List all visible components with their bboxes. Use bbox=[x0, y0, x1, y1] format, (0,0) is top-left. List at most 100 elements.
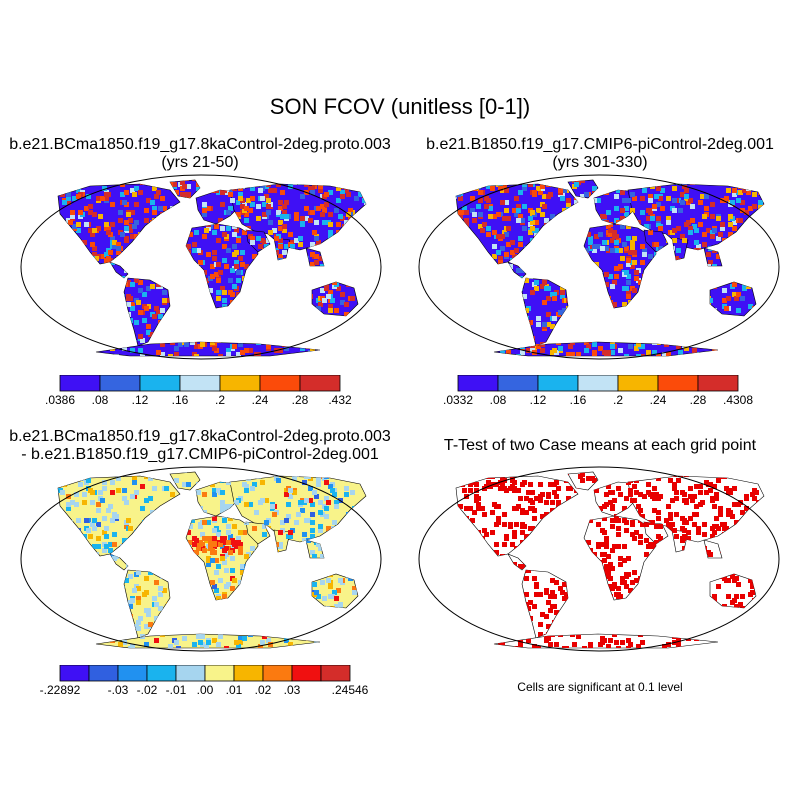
grid-cell bbox=[490, 588, 495, 593]
grid-cell bbox=[108, 548, 113, 553]
grid-cell bbox=[108, 542, 113, 547]
grid-cell bbox=[154, 514, 159, 519]
grid-cell bbox=[316, 268, 321, 273]
grid-cell bbox=[484, 472, 489, 475]
grid-cell bbox=[690, 252, 695, 257]
grid-cell bbox=[742, 622, 747, 627]
grid-cell bbox=[624, 270, 629, 275]
grid-cell bbox=[760, 310, 764, 315]
grid-cell bbox=[198, 328, 203, 333]
grid-cell bbox=[436, 210, 441, 215]
grid-cell bbox=[522, 226, 527, 231]
grid-cell bbox=[372, 568, 377, 573]
grid-cell bbox=[610, 248, 615, 253]
grid-cell bbox=[456, 498, 457, 503]
grid-cell bbox=[486, 268, 491, 273]
grid-cell bbox=[560, 290, 565, 295]
grid-cell bbox=[274, 588, 279, 593]
grid-cell bbox=[132, 192, 137, 197]
grid-cell bbox=[76, 518, 81, 523]
grid-cell bbox=[126, 518, 131, 523]
grid-cell bbox=[318, 500, 323, 505]
grid-cell bbox=[638, 492, 643, 497]
grid-cell bbox=[668, 264, 673, 269]
grid-cell bbox=[762, 180, 764, 183]
grid-cell bbox=[270, 290, 275, 295]
grid-cell bbox=[736, 238, 741, 243]
grid-cell bbox=[316, 630, 321, 635]
grid-cell bbox=[372, 218, 377, 223]
grid-cell bbox=[724, 266, 729, 271]
grid-cell bbox=[210, 310, 215, 315]
grid-cell bbox=[596, 302, 601, 307]
grid-cell bbox=[758, 322, 763, 327]
grid-cell bbox=[30, 276, 35, 281]
grid-cell bbox=[38, 574, 43, 579]
grid-cell bbox=[426, 246, 431, 251]
grid-cell bbox=[504, 232, 509, 237]
grid-cell bbox=[772, 350, 777, 355]
grid-cell bbox=[728, 316, 733, 321]
grid-cell bbox=[110, 306, 115, 311]
grid-cell bbox=[736, 292, 741, 297]
grid-cell bbox=[146, 608, 151, 613]
grid-cell bbox=[618, 624, 623, 629]
grid-cell bbox=[560, 286, 565, 291]
grid-cell bbox=[650, 650, 655, 652]
grid-cell bbox=[202, 208, 207, 213]
grid-cell bbox=[132, 224, 137, 229]
grid-cell bbox=[666, 216, 671, 221]
grid-cell bbox=[664, 276, 669, 281]
grid-cell bbox=[316, 594, 321, 599]
grid-cell bbox=[542, 650, 547, 652]
grid-cell bbox=[116, 488, 121, 493]
grid-cell bbox=[52, 202, 57, 207]
grid-cell bbox=[520, 304, 525, 309]
grid-cell bbox=[184, 620, 189, 625]
grid-cell bbox=[230, 476, 235, 481]
grid-cell bbox=[770, 274, 775, 279]
grid-cell bbox=[194, 290, 199, 295]
grid-cell bbox=[24, 612, 29, 617]
grid-cell bbox=[592, 512, 597, 517]
grid-cell bbox=[28, 598, 33, 603]
grid-cell bbox=[350, 268, 355, 273]
grid-cell bbox=[554, 258, 559, 263]
grid-cell bbox=[162, 290, 167, 295]
grid-cell bbox=[276, 210, 281, 215]
grid-cell bbox=[328, 222, 333, 227]
grid-cell bbox=[772, 312, 777, 317]
landmass-southAmerica bbox=[123, 277, 171, 347]
grid-cell bbox=[684, 346, 689, 351]
grid-cell bbox=[100, 314, 105, 319]
grid-cell bbox=[472, 264, 477, 269]
grid-cell bbox=[250, 196, 255, 201]
grid-cell bbox=[774, 178, 779, 183]
grid-cell bbox=[428, 350, 433, 355]
grid-cell bbox=[58, 236, 59, 241]
grid-cell bbox=[90, 588, 95, 593]
grid-cell bbox=[288, 336, 293, 341]
grid-cell bbox=[672, 614, 677, 619]
grid-cell bbox=[608, 228, 613, 233]
grid-cell bbox=[722, 648, 727, 652]
grid-cell bbox=[484, 532, 489, 537]
grid-cell bbox=[302, 298, 307, 303]
grid-cell bbox=[350, 296, 355, 301]
grid-cell bbox=[134, 220, 139, 225]
grid-cell bbox=[164, 626, 169, 631]
grid-cell bbox=[690, 260, 695, 265]
grid-cell bbox=[52, 322, 57, 327]
grid-cell bbox=[510, 326, 515, 331]
grid-cell bbox=[112, 542, 117, 547]
grid-cell bbox=[550, 632, 555, 637]
grid-cell bbox=[374, 252, 379, 257]
grid-cell bbox=[274, 610, 279, 615]
grid-cell bbox=[314, 260, 319, 265]
grid-cell bbox=[58, 256, 59, 261]
grid-cell bbox=[534, 240, 539, 245]
grid-cell bbox=[446, 582, 451, 587]
grid-cell bbox=[72, 278, 77, 283]
grid-cell bbox=[660, 358, 665, 360]
grid-cell bbox=[188, 206, 193, 211]
